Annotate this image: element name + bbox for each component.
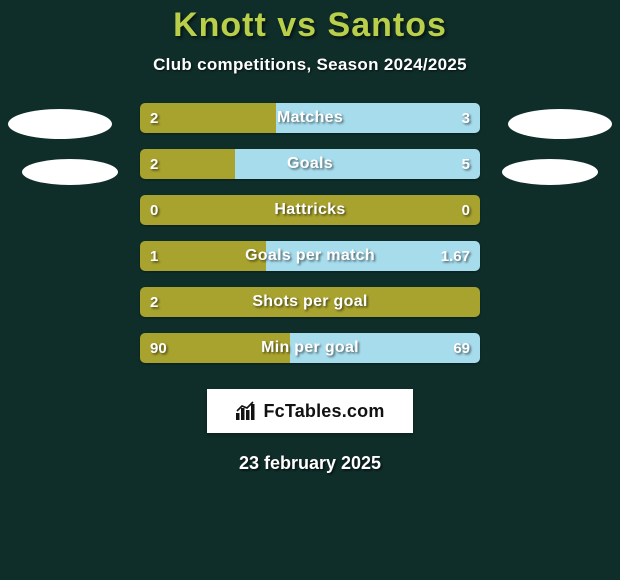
stat-row: Hattricks0 0: [140, 195, 480, 225]
stat-row: Matches2 3: [140, 103, 480, 133]
player-left-token-2: [22, 159, 118, 185]
player-right-token-1: [508, 109, 612, 139]
stat-label: Matches: [140, 103, 480, 133]
stat-row: Min per goal90 69: [140, 333, 480, 363]
stat-label: Shots per goal: [140, 287, 480, 317]
stat-value-left: 0: [140, 195, 168, 225]
player-right-token-2: [502, 159, 598, 185]
stat-row: Shots per goal2: [140, 287, 480, 317]
stat-value-left: 2: [140, 103, 168, 133]
stat-value-right: 0: [452, 195, 480, 225]
page-title: Knott vs Santos: [0, 6, 620, 45]
stat-row: Goals per match1 1.67: [140, 241, 480, 271]
stat-label: Min per goal: [140, 333, 480, 363]
stats-area: Matches23Goals25Hattricks00Goals per mat…: [0, 109, 620, 379]
stat-label: Goals per match: [140, 241, 480, 271]
stat-value-right: 5: [452, 149, 480, 179]
stat-label: Hattricks: [140, 195, 480, 225]
player-left-token-1: [8, 109, 112, 139]
stat-value-left: 2: [140, 287, 168, 317]
stat-value-left: 90: [140, 333, 177, 363]
stat-bars: Matches23Goals25Hattricks00Goals per mat…: [140, 103, 480, 379]
stat-value-right: 1.67: [431, 241, 480, 271]
stat-row: Goals2 5: [140, 149, 480, 179]
date-text: 23 february 2025: [0, 453, 620, 474]
stat-label: Goals: [140, 149, 480, 179]
stat-value-right: 69: [443, 333, 480, 363]
stat-value-left: 2: [140, 149, 168, 179]
stat-value-right: 3: [452, 103, 480, 133]
brand-badge[interactable]: FcTables.com: [207, 389, 413, 433]
stat-value-left: 1: [140, 241, 168, 271]
bar-chart-icon: [235, 401, 257, 421]
stat-value-right: [460, 287, 480, 317]
subtitle: Club competitions, Season 2024/2025: [0, 55, 620, 75]
comparison-infographic: Knott vs Santos Club competitions, Seaso…: [0, 0, 620, 580]
brand-text: FcTables.com: [263, 401, 384, 422]
